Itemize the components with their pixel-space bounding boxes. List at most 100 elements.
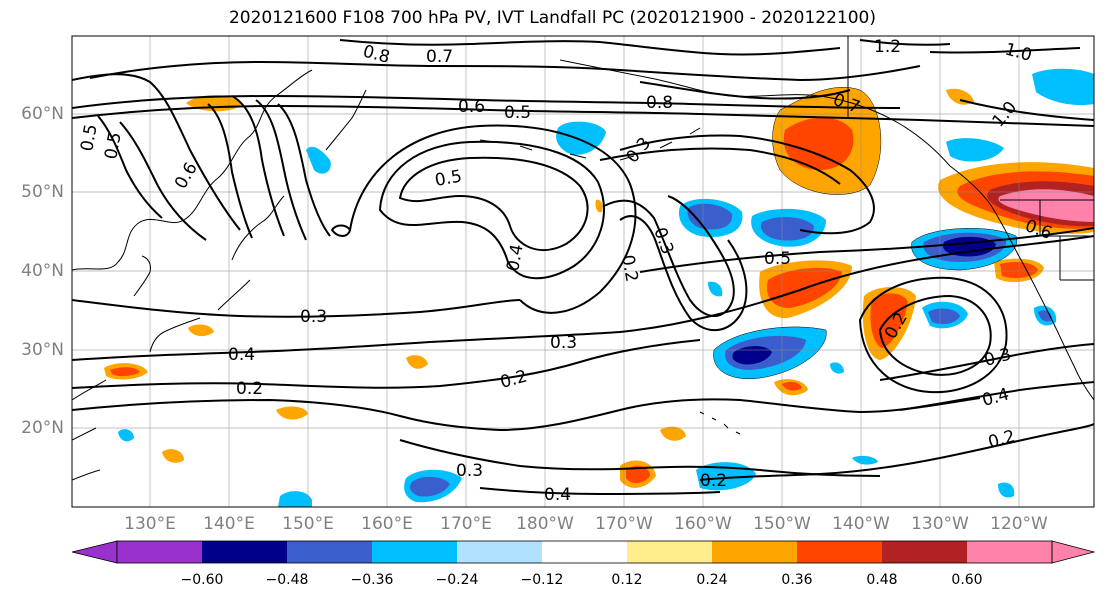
shade-medblue [760, 217, 814, 241]
contour-asia-1 [72, 73, 241, 231]
na-westcoast [949, 165, 1094, 401]
lon-label: 170°W [595, 514, 653, 534]
lat-label: 30°N [21, 340, 64, 360]
shade-darkblue [732, 346, 772, 365]
colorbar-tick-label: −0.12 [520, 572, 564, 588]
contour-label: 0.5 [764, 249, 791, 269]
contour-0.3-loop [858, 276, 1008, 394]
contour-0.4-south [479, 487, 721, 496]
contour-label: 0.4 [503, 243, 527, 273]
contour-label: 0.3 [550, 333, 577, 353]
lon-label: 140°W [832, 514, 890, 534]
shade-blue [708, 281, 723, 297]
pv-contours [72, 39, 1094, 496]
contour-0.5-s [398, 156, 589, 251]
shade-blue [946, 138, 1004, 162]
contour-0.3-north-pac [619, 134, 875, 235]
lat-label: 60°N [21, 104, 64, 124]
shade-blue [1032, 68, 1094, 106]
shade-blue [278, 491, 312, 507]
contour-0.8 [339, 39, 841, 56]
japan [149, 195, 285, 353]
contour-0.7 [89, 60, 921, 82]
contour-label: 0.8 [646, 93, 673, 113]
contour-0.3-v [619, 215, 748, 332]
contour-small-loop [330, 224, 352, 237]
contour-label: 0.5 [101, 131, 125, 161]
colorbar-tick-label: 0.36 [781, 572, 813, 588]
lon-label: 150°E [282, 514, 334, 534]
colorbar-tick-label: 0.24 [696, 572, 728, 588]
contour-0.6 [72, 94, 901, 109]
lon-label: 130°E [124, 514, 176, 534]
shade-blue [830, 362, 844, 374]
contour-0.2-mid [72, 339, 701, 389]
shading-outlines [713, 87, 1018, 380]
colorbar-extend-high [1051, 540, 1096, 564]
contour-0.4-se [899, 381, 1094, 411]
contour-label: 0.3 [300, 307, 327, 327]
contour-label: 0.5 [77, 123, 101, 153]
contour-0.3-mid [72, 299, 521, 318]
colorbar-bin [797, 541, 882, 563]
contour-1.2 [859, 39, 951, 46]
contour-0.8-east [639, 81, 851, 100]
shade-medblue [687, 203, 733, 230]
shade-medblue [410, 476, 450, 497]
contour-0.5-west [119, 121, 207, 241]
contour-0.3-s [349, 124, 637, 314]
alaska [559, 59, 951, 167]
contour-0.2-south [72, 397, 981, 432]
contour-asia-2 [231, 95, 285, 237]
contour-0.2-loop [878, 294, 992, 376]
shade-red [626, 465, 650, 484]
colorbar-bin [712, 541, 797, 563]
shade-orange [660, 426, 686, 441]
colorbar-bin [287, 541, 372, 563]
lon-label: 180°W [516, 514, 574, 534]
contour-1.0 [929, 47, 1094, 121]
contour-0.4-north-pac [599, 147, 841, 185]
shade-blue [998, 482, 1015, 498]
colorbar-frame [116, 540, 1053, 564]
contour-label: 0.2 [700, 471, 727, 491]
shade-red [110, 367, 140, 377]
shade-blue [306, 146, 331, 174]
shade-orange [276, 406, 308, 420]
shade-orange [162, 449, 184, 463]
contour-0.6-west [97, 115, 163, 219]
contour-0.4-mid [72, 235, 1094, 361]
contour-0.3-se [879, 343, 1094, 381]
shade-red [782, 381, 802, 391]
contour-label: 0.4 [544, 485, 571, 505]
colorbar-tick-label: −0.48 [265, 572, 309, 588]
lat-label: 20°N [21, 418, 64, 438]
colorbar-bin [202, 541, 287, 563]
lon-label: 140°E [203, 514, 255, 534]
colorbar-extend-low [71, 540, 118, 564]
contour-label: 0.4 [228, 345, 255, 365]
map-title: 2020121600 F108 700 hPa PV, IVT Landfall… [228, 8, 876, 28]
map-frame [71, 35, 1095, 508]
shade-medblue [928, 308, 960, 324]
contour-asia-3 [255, 99, 307, 241]
contour-label: 1.2 [874, 37, 901, 57]
shade-orange [406, 355, 428, 369]
hawaii [699, 411, 741, 435]
lon-label: 160°W [674, 514, 732, 534]
colorbar-tick-label: −0.36 [350, 572, 394, 588]
us-borders [1000, 199, 1094, 281]
colorbar-tick-label: −0.24 [435, 572, 479, 588]
shade-blue [118, 429, 134, 442]
contour-0.3-south [399, 439, 881, 477]
coastlines [72, 36, 1094, 481]
contour-0.5-north [72, 104, 1094, 127]
shade-orange [595, 199, 603, 213]
shade-red [783, 117, 854, 171]
contour-label: 0.2 [236, 379, 263, 399]
colorbar-bin [627, 541, 712, 563]
contour-label: 0.7 [426, 47, 453, 67]
colorbar-bin [542, 541, 627, 563]
contour-asia-5 [207, 103, 253, 239]
